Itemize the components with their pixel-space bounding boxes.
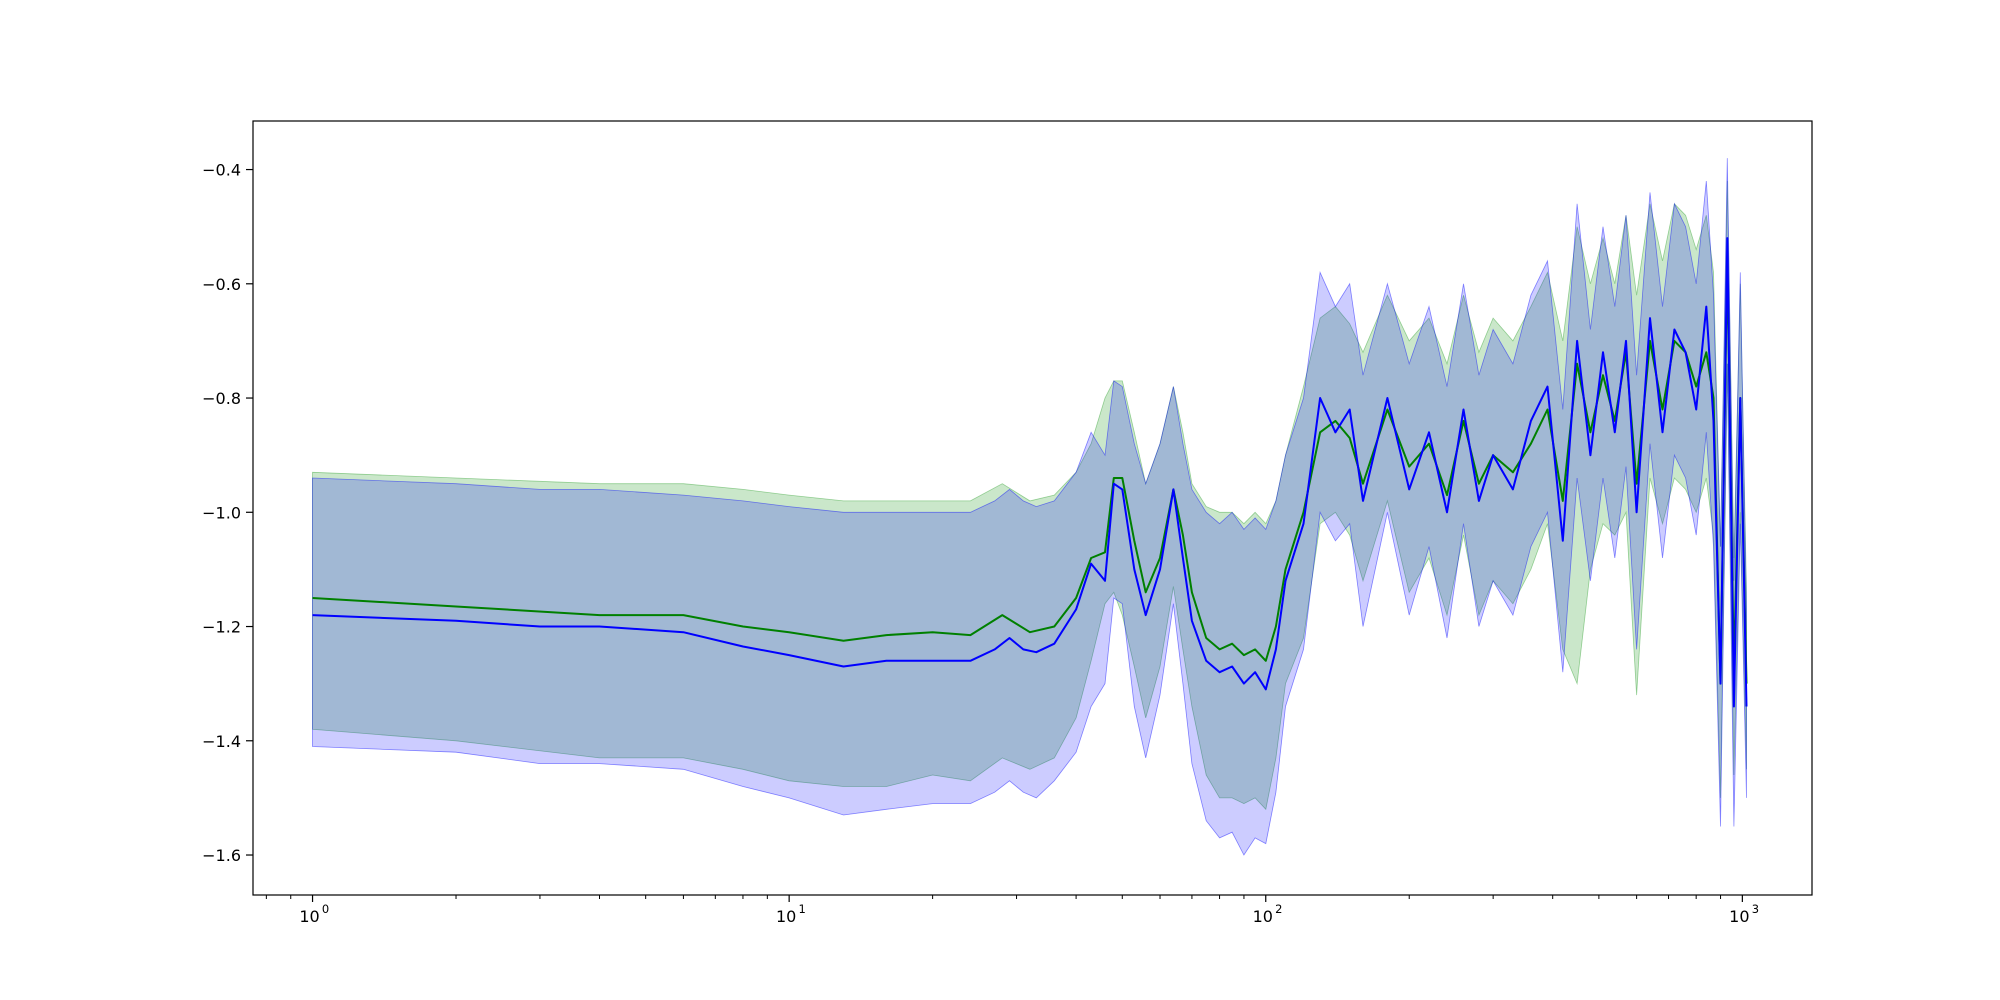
y-tick-label: −1.0 <box>202 503 241 522</box>
series-1-line <box>312 259 1748 685</box>
x-tick-label: 10 <box>776 907 796 926</box>
y-tick-label: −0.8 <box>202 389 241 408</box>
plot-frame <box>252 120 1813 896</box>
x-tick-label: 10 <box>1729 907 1749 926</box>
series-2-band <box>312 158 1747 856</box>
series-2-line <box>312 237 1748 708</box>
x-tick-exponent: 3 <box>1752 902 1759 916</box>
y-tick-label: −1.2 <box>202 618 241 637</box>
y-axis: −0.4 −0.6 −0.8 −1.0 −1.2 −1.4 −1.6 <box>202 161 253 865</box>
y-tick-label: −1.4 <box>202 732 241 751</box>
x-tick-label: 10 <box>299 907 319 926</box>
confidence-bands <box>312 158 1747 856</box>
x-tick-exponent: 2 <box>1275 902 1282 916</box>
y-tick-label: −1.6 <box>202 846 241 865</box>
y-tick-label: −0.6 <box>202 275 241 294</box>
x-tick-label: 10 <box>1253 907 1273 926</box>
series-1-band <box>312 180 1747 811</box>
x-tick-exponent: 0 <box>322 902 329 916</box>
x-axis: 10 0 10 1 10 2 10 3 <box>265 895 1759 926</box>
x-tick-exponent: 1 <box>798 902 805 916</box>
series-lines <box>312 237 1748 708</box>
y-tick-label: −0.4 <box>202 161 241 180</box>
